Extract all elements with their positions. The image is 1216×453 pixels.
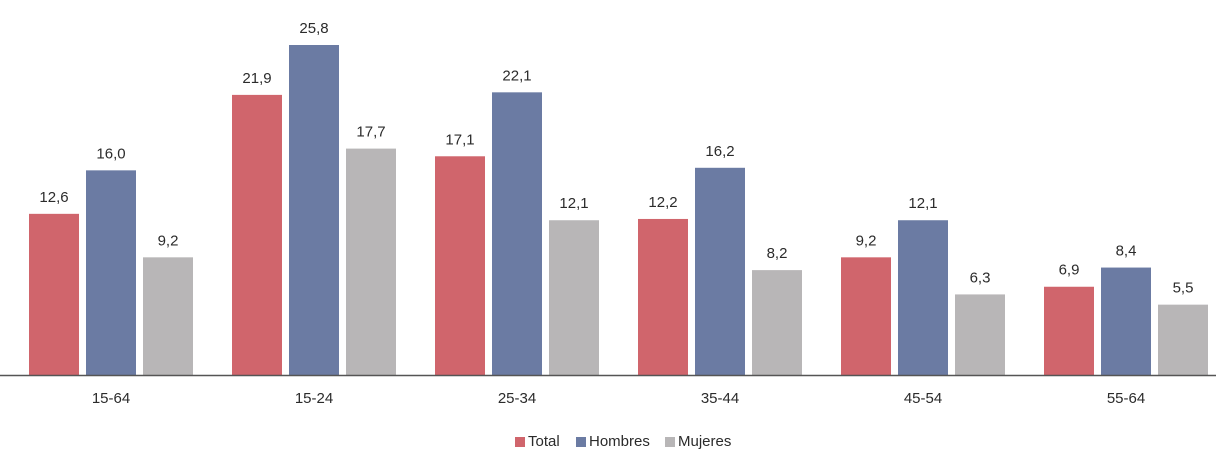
legend: Total Hombres Mujeres bbox=[515, 433, 731, 450]
legend-label-total: Total bbox=[528, 433, 560, 450]
bar-hombres-55-64 bbox=[1101, 267, 1151, 375]
x-tick-label-55-64: 55-64 bbox=[1107, 390, 1145, 407]
legend-label-hombres: Hombres bbox=[589, 433, 650, 450]
bar-hombres-15-24 bbox=[289, 45, 339, 375]
value-label-mujeres-45-54: 6,3 bbox=[970, 269, 991, 286]
bar-hombres-45-54 bbox=[898, 220, 948, 375]
bar-mujeres-35-44 bbox=[752, 270, 802, 375]
x-tick-label-25-34: 25-34 bbox=[498, 390, 536, 407]
bar-total-55-64 bbox=[1044, 286, 1094, 375]
value-labels-group: 12,6 16,0 9,2 21,9 25,8 17,7 17,1 22,1 12,1 12,2 1… bbox=[39, 20, 1193, 297]
bars-group bbox=[29, 45, 1208, 375]
bar-mujeres-55-64 bbox=[1158, 304, 1208, 375]
value-label-hombres-55-64: 8,4 bbox=[1116, 243, 1137, 260]
value-label-hombres-45-54: 12,1 bbox=[908, 195, 937, 212]
value-label-total-15-64: 12,6 bbox=[39, 189, 68, 206]
value-label-total-45-54: 9,2 bbox=[856, 232, 877, 249]
value-label-mujeres-55-64: 5,5 bbox=[1173, 280, 1194, 297]
legend-swatch-total bbox=[515, 437, 525, 447]
value-label-hombres-15-64: 16,0 bbox=[96, 145, 125, 162]
bar-mujeres-15-64 bbox=[143, 257, 193, 375]
x-tick-label-15-64: 15-64 bbox=[92, 390, 130, 407]
legend-label-mujeres: Mujeres bbox=[678, 433, 731, 450]
value-label-mujeres-15-24: 17,7 bbox=[356, 124, 385, 141]
bar-hombres-15-64 bbox=[86, 170, 136, 375]
bar-total-45-54 bbox=[841, 257, 891, 375]
value-label-total-35-44: 12,2 bbox=[648, 194, 677, 211]
bar-mujeres-45-54 bbox=[955, 294, 1005, 375]
bar-total-15-64 bbox=[29, 213, 79, 375]
legend-swatch-hombres bbox=[576, 437, 586, 447]
x-tick-label-35-44: 35-44 bbox=[701, 390, 739, 407]
x-tick-labels-group: 15-64 15-24 25-34 35-44 45-54 55-64 bbox=[92, 390, 1145, 407]
value-label-mujeres-25-34: 12,1 bbox=[559, 195, 588, 212]
value-label-total-55-64: 6,9 bbox=[1059, 262, 1080, 279]
bar-total-35-44 bbox=[638, 218, 688, 375]
legend-swatch-mujeres bbox=[665, 437, 675, 447]
bar-mujeres-15-24 bbox=[346, 148, 396, 375]
x-tick-label-45-54: 45-54 bbox=[904, 390, 942, 407]
value-label-hombres-25-34: 22,1 bbox=[502, 67, 531, 84]
bar-total-25-34 bbox=[435, 156, 485, 375]
bar-hombres-25-34 bbox=[492, 92, 542, 375]
value-label-hombres-15-24: 25,8 bbox=[299, 20, 328, 37]
value-label-hombres-35-44: 16,2 bbox=[705, 143, 734, 160]
value-label-total-15-24: 21,9 bbox=[242, 70, 271, 87]
bar-mujeres-25-34 bbox=[549, 220, 599, 375]
bar-hombres-35-44 bbox=[695, 167, 745, 375]
value-label-mujeres-15-64: 9,2 bbox=[158, 232, 179, 249]
bar-total-15-24 bbox=[232, 94, 282, 375]
value-label-mujeres-35-44: 8,2 bbox=[767, 245, 788, 262]
x-tick-label-15-24: 15-24 bbox=[295, 390, 333, 407]
value-label-total-25-34: 17,1 bbox=[445, 131, 474, 148]
